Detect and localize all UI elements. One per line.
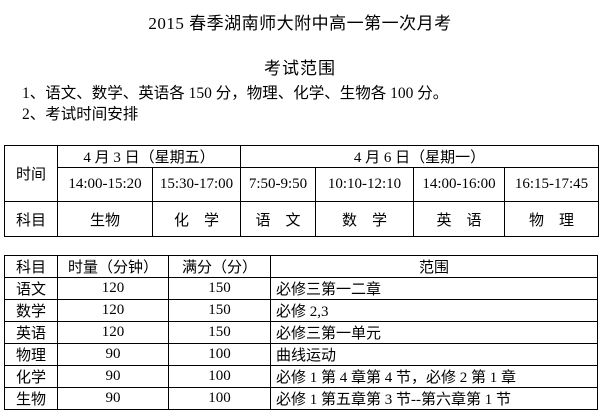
range-cell: 必修 1 第 4 章第 4 节，必修 2 第 1 章 (270, 365, 598, 388)
exam-schedule-table: 时间 4 月 3 日（星期五） 4 月 6 日（星期一） 14:00-15:20… (4, 145, 600, 237)
duration-cell: 120 (57, 299, 169, 322)
subject-cell: 英语 (4, 321, 58, 344)
schedule-day-header-monday: 4 月 6 日（星期一） (240, 145, 600, 168)
time-slot-cell: 14:00-15:20 (57, 167, 153, 202)
page-title: 2015 春季湖南师大附中高一第一次月考 (148, 14, 452, 33)
score-cell: 100 (168, 365, 271, 388)
header-duration: 时量（分钟） (57, 255, 169, 278)
section-heading-exam-scope: 考试范围 (264, 59, 336, 78)
time-slot-cell: 10:10-12:10 (315, 167, 415, 202)
subject-cell: 英 语 (413, 201, 506, 237)
table-row-chinese: 语文 120 150 必修三第一二章 (4, 277, 598, 300)
subject-cell: 语文 (4, 277, 58, 300)
header-range: 范围 (270, 255, 598, 278)
subject-cell: 生物 (4, 387, 58, 410)
duration-cell: 120 (57, 321, 169, 344)
range-cell: 必修三第一单元 (270, 321, 598, 344)
table-row-math: 数学 120 150 必修 2,3 (4, 299, 598, 322)
score-cell: 100 (168, 343, 271, 366)
table-header-row: 科目 时量（分钟） 满分（分） 范围 (4, 255, 598, 278)
subject-cell: 物 理 (504, 201, 600, 237)
range-cell: 必修 1 第五章第 3 节--第六章第 1 节 (270, 387, 598, 410)
range-cell: 曲线运动 (270, 343, 598, 366)
duration-cell: 90 (57, 387, 169, 410)
subject-cell: 语 文 (240, 201, 317, 237)
note-line-scores: 1、语文、数学、英语各 150 分，物理、化学、生物各 100 分。 (22, 85, 449, 102)
exam-scope-table: 科目 时量（分钟） 满分（分） 范围 语文 120 150 必修三第一二章 数学… (4, 255, 598, 410)
duration-cell: 120 (57, 277, 169, 300)
subject-cell: 物理 (4, 343, 58, 366)
duration-cell: 90 (57, 343, 169, 366)
range-cell: 必修三第一二章 (270, 277, 598, 300)
time-slot-cell: 7:50-9:50 (240, 167, 317, 202)
score-cell: 150 (168, 299, 271, 322)
subject-cell: 化 学 (151, 201, 242, 237)
table-row-biology: 生物 90 100 必修 1 第五章第 3 节--第六章第 1 节 (4, 387, 598, 410)
score-cell: 100 (168, 387, 271, 410)
schedule-day-header-friday: 4 月 3 日（星期五） (56, 145, 242, 168)
table-row: 科目 生物 化 学 语 文 数 学 英 语 物 理 (4, 201, 600, 237)
subject-cell: 化学 (4, 365, 58, 388)
header-full-score: 满分（分） (168, 255, 271, 278)
schedule-label-subject: 科目 (4, 201, 58, 237)
subject-cell: 生物 (57, 201, 153, 237)
note-line-schedule: 2、考试时间安排 (22, 106, 139, 123)
table-row-english: 英语 120 150 必修三第一单元 (4, 321, 598, 344)
score-cell: 150 (168, 277, 271, 300)
schedule-label-time: 时间 (4, 145, 58, 202)
range-cell: 必修 2,3 (270, 299, 598, 322)
subject-cell: 数学 (4, 299, 58, 322)
table-row-chemistry: 化学 90 100 必修 1 第 4 章第 4 节，必修 2 第 1 章 (4, 365, 598, 388)
table-row-physics: 物理 90 100 曲线运动 (4, 343, 598, 366)
duration-cell: 90 (57, 365, 169, 388)
notes-list: 1、语文、数学、英语各 150 分，物理、化学、生物各 100 分。 2、考试时… (22, 83, 582, 125)
table-row: 时间 4 月 3 日（星期五） 4 月 6 日（星期一） (4, 145, 600, 202)
table-row: 14:00-15:20 15:30-17:00 7:50-9:50 10:10-… (5, 167, 600, 202)
score-cell: 150 (168, 321, 271, 344)
time-slot-cell: 14:00-16:00 (413, 167, 506, 202)
time-slot-cell: 15:30-17:00 (151, 167, 242, 202)
time-slot-cell: 16:15-17:45 (504, 167, 600, 202)
subject-cell: 数 学 (315, 201, 415, 237)
header-subject: 科目 (4, 255, 58, 278)
